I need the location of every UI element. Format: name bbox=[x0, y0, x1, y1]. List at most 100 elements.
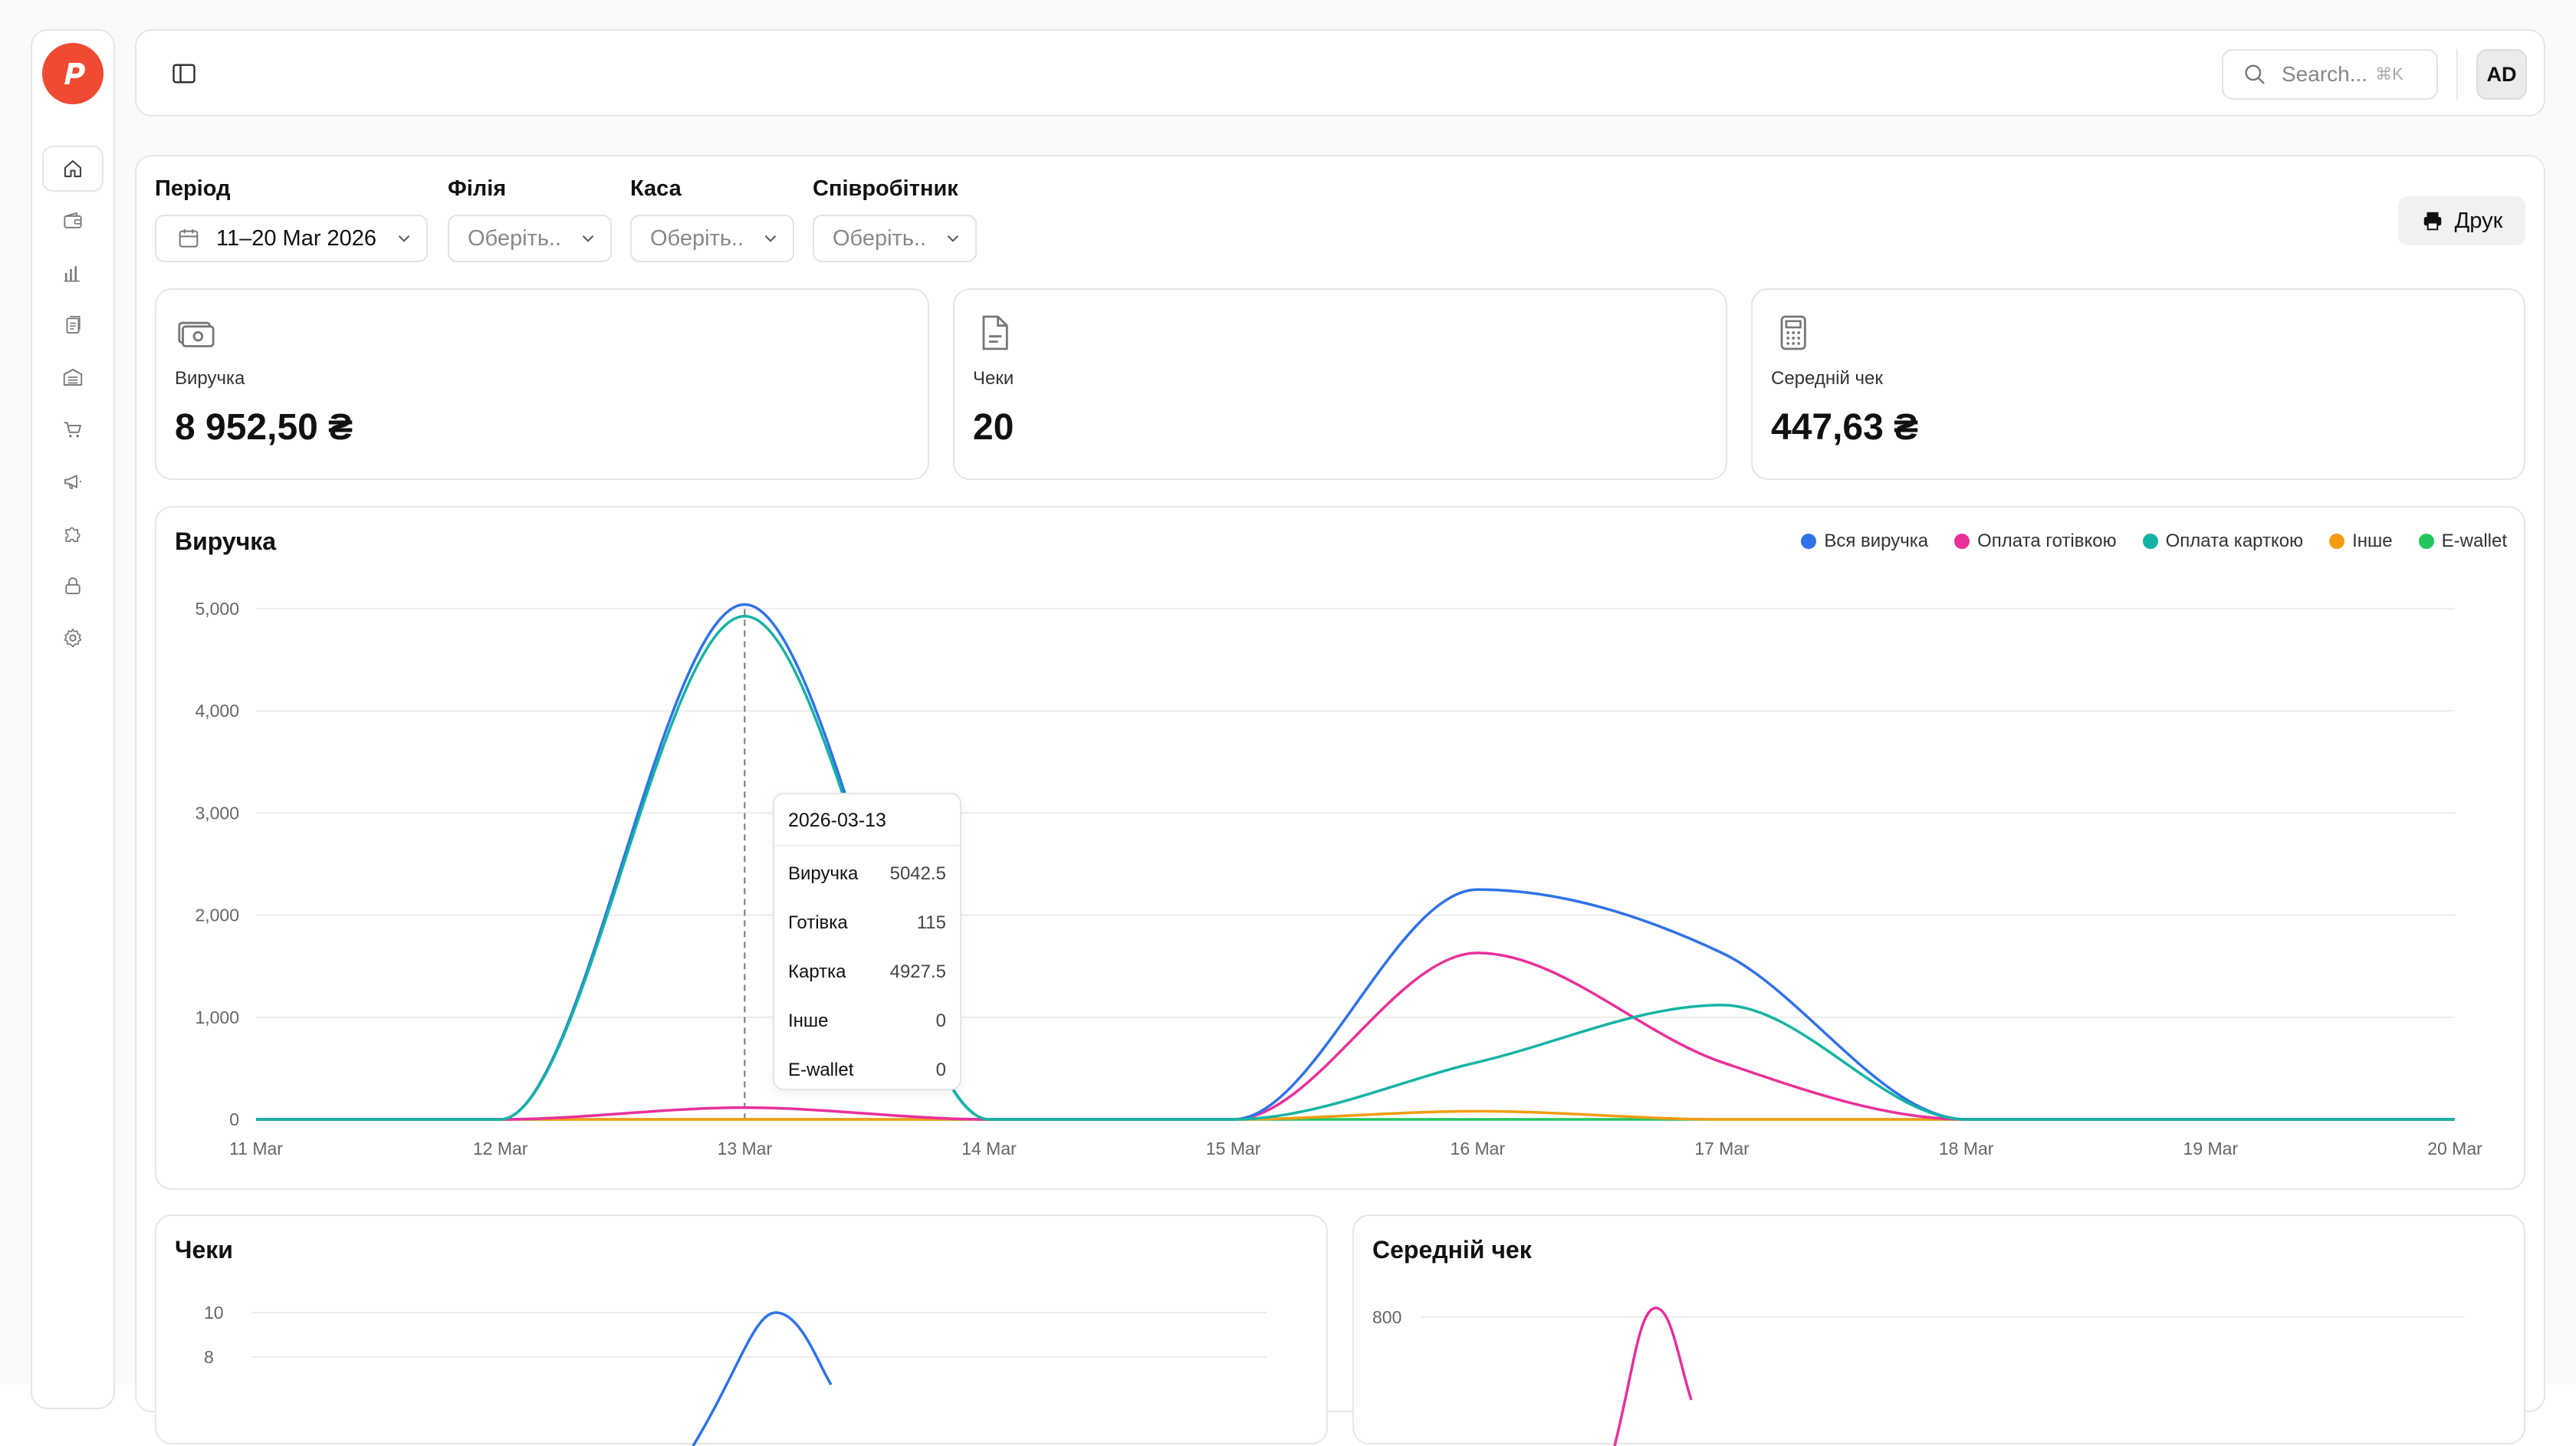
tooltip-row: Картка 4927.5 bbox=[788, 961, 946, 983]
banknote-icon bbox=[178, 321, 215, 347]
receipts-icon bbox=[66, 315, 80, 334]
period-picker[interactable]: 11–20 Mar 2026 bbox=[155, 215, 428, 262]
sidebar-item-bar-chart[interactable] bbox=[42, 250, 104, 296]
y-tick-label: 4,000 bbox=[195, 701, 239, 721]
home-icon bbox=[64, 159, 82, 178]
tooltip-date: 2026-03-13 bbox=[788, 810, 886, 831]
y-tick-label: 0 bbox=[229, 1109, 239, 1129]
branch-select[interactable]: Оберіть.. bbox=[448, 215, 612, 262]
y-tick-label: 1,000 bbox=[195, 1007, 239, 1027]
print-button[interactable]: Друк bbox=[2398, 196, 2525, 245]
employee-placeholder: Оберіть.. bbox=[833, 225, 927, 251]
tooltip-row: E-wallet 0 bbox=[788, 1060, 946, 1081]
legend-item[interactable]: Вся виручка bbox=[1801, 531, 1928, 552]
tooltip-row: Готівка 115 bbox=[788, 912, 946, 934]
legend-swatch bbox=[2329, 534, 2345, 549]
chevron-down-icon bbox=[582, 235, 594, 242]
search-box[interactable]: Search... ⌘K bbox=[2222, 49, 2438, 100]
app-logo[interactable] bbox=[42, 43, 104, 104]
sidebar-toggle-button[interactable] bbox=[170, 60, 198, 87]
series-line bbox=[1613, 1306, 1693, 1446]
tooltip-row-value: 115 bbox=[916, 912, 946, 933]
branch-placeholder: Оберіть.. bbox=[468, 225, 562, 251]
sidebar-item-home[interactable] bbox=[42, 146, 104, 192]
megaphone-icon bbox=[64, 475, 82, 489]
tooltip-row-label: Виручка bbox=[788, 863, 859, 884]
calendar-icon bbox=[179, 229, 199, 248]
print-label: Друк bbox=[2454, 208, 2503, 233]
x-tick-label: 12 Mar bbox=[473, 1139, 528, 1158]
chart-title: Виручка bbox=[175, 527, 277, 555]
sidebar-item-receipts[interactable] bbox=[42, 302, 104, 348]
kpi-value: 20 bbox=[973, 407, 1014, 448]
search-placeholder: Search... bbox=[2282, 62, 2368, 86]
search-icon bbox=[2245, 64, 2265, 84]
legend-label: Оплата карткою bbox=[2165, 531, 2304, 551]
x-tick-label: 14 Mar bbox=[961, 1139, 1017, 1158]
average-check-chart-card: Середній чек 800 bbox=[1352, 1214, 2525, 1446]
y-tick-label: 10 bbox=[204, 1303, 224, 1323]
chart-tooltip: 2026-03-13 Виручка 5042.5 Готівка 115 Картка… bbox=[773, 793, 961, 1090]
kpi-card-revenue: Виручка 8 952,50 ₴ bbox=[155, 288, 929, 480]
sidebar-item-cart[interactable] bbox=[42, 406, 104, 452]
legend-swatch bbox=[1954, 534, 1970, 549]
employee-label: Співробітник bbox=[813, 176, 958, 201]
sidebar-item-warehouse[interactable] bbox=[42, 354, 104, 400]
tooltip-row-label: Картка bbox=[788, 961, 846, 982]
period-value: 11–20 Mar 2026 bbox=[216, 225, 377, 251]
legend-item[interactable]: E-wallet bbox=[2418, 531, 2507, 552]
y-tick-label: 2,000 bbox=[195, 905, 239, 925]
app-frame: Search... ⌘K AD Період 11–20 Mar 2026 Фі… bbox=[31, 29, 2545, 1446]
legend-item[interactable]: Оплата готівкою bbox=[1954, 531, 2117, 552]
sidebar-item-wallet[interactable] bbox=[42, 198, 104, 244]
kpi-label: Виручка bbox=[175, 368, 245, 389]
chevron-down-icon bbox=[398, 235, 410, 242]
checks-line-chart[interactable]: 10 8 bbox=[156, 1216, 1326, 1446]
kpi-value: 8 952,50 ₴ bbox=[175, 407, 353, 448]
tooltip-row-label: Готівка bbox=[788, 912, 848, 933]
x-tick-label: 13 Mar bbox=[718, 1139, 773, 1158]
x-tick-label: 18 Mar bbox=[1939, 1139, 1994, 1158]
sidebar-item-megaphone[interactable] bbox=[42, 458, 104, 504]
chart-title: Чеки bbox=[175, 1236, 233, 1264]
kpi-card-average-check: Середній чек 447,63 ₴ bbox=[1751, 288, 2525, 480]
legend-label: Інше bbox=[2352, 531, 2393, 551]
tooltip-row: Виручка 5042.5 bbox=[788, 863, 946, 885]
chevron-down-icon bbox=[764, 235, 777, 242]
tooltip-row-value: 4927.5 bbox=[889, 961, 946, 982]
y-tick-label: 800 bbox=[1372, 1307, 1401, 1327]
employee-select[interactable]: Оберіть.. bbox=[813, 215, 977, 262]
x-tick-label: 15 Mar bbox=[1206, 1139, 1261, 1158]
chevron-down-icon bbox=[947, 235, 959, 242]
x-tick-label: 16 Mar bbox=[1451, 1139, 1506, 1158]
cash-placeholder: Оберіть.. bbox=[650, 225, 744, 251]
legend-item[interactable]: Інше bbox=[2329, 531, 2393, 552]
legend-swatch bbox=[1801, 534, 1817, 549]
branch-label: Філія bbox=[448, 176, 507, 201]
avatar-initials: AD bbox=[2486, 62, 2517, 86]
cash-select[interactable]: Оберіть.. bbox=[630, 215, 794, 262]
x-tick-label: 20 Mar bbox=[2427, 1139, 2482, 1158]
revenue-line-chart[interactable]: 0 1,000 2,000 3,000 4,000 5,000 11 Mar 12 Mar 13… bbox=[156, 508, 2524, 1188]
y-tick-label: 3,000 bbox=[195, 803, 239, 823]
legend-label: Оплата готівкою bbox=[1977, 531, 2117, 551]
kpi-label: Чеки bbox=[973, 368, 1014, 389]
average-check-line-chart[interactable]: 800 bbox=[1354, 1216, 2524, 1446]
puzzle-icon bbox=[65, 527, 80, 542]
sidebar-toggle-icon bbox=[172, 64, 196, 84]
sidebar-item-puzzle[interactable] bbox=[42, 511, 104, 557]
sidebar-item-gear[interactable] bbox=[42, 615, 104, 661]
legend-item[interactable]: Оплата карткою bbox=[2142, 531, 2304, 552]
logo-mark-icon bbox=[64, 63, 85, 84]
revenue-chart-card: Виручка Вся виручка Оплата готівкою Оплата… bbox=[155, 506, 2525, 1190]
legend-label: Вся виручка bbox=[1824, 531, 1929, 551]
y-tick-label: 5,000 bbox=[195, 599, 239, 619]
y-tick-label: 8 bbox=[204, 1347, 214, 1367]
user-avatar[interactable]: AD bbox=[2476, 49, 2527, 100]
chart-title: Середній чек bbox=[1372, 1236, 1532, 1264]
x-tick-label: 17 Mar bbox=[1694, 1139, 1750, 1158]
series-line-0 bbox=[255, 603, 2455, 1121]
lock-icon bbox=[65, 577, 80, 594]
x-tick-label: 11 Mar bbox=[229, 1139, 283, 1158]
sidebar-item-lock[interactable] bbox=[42, 563, 104, 609]
